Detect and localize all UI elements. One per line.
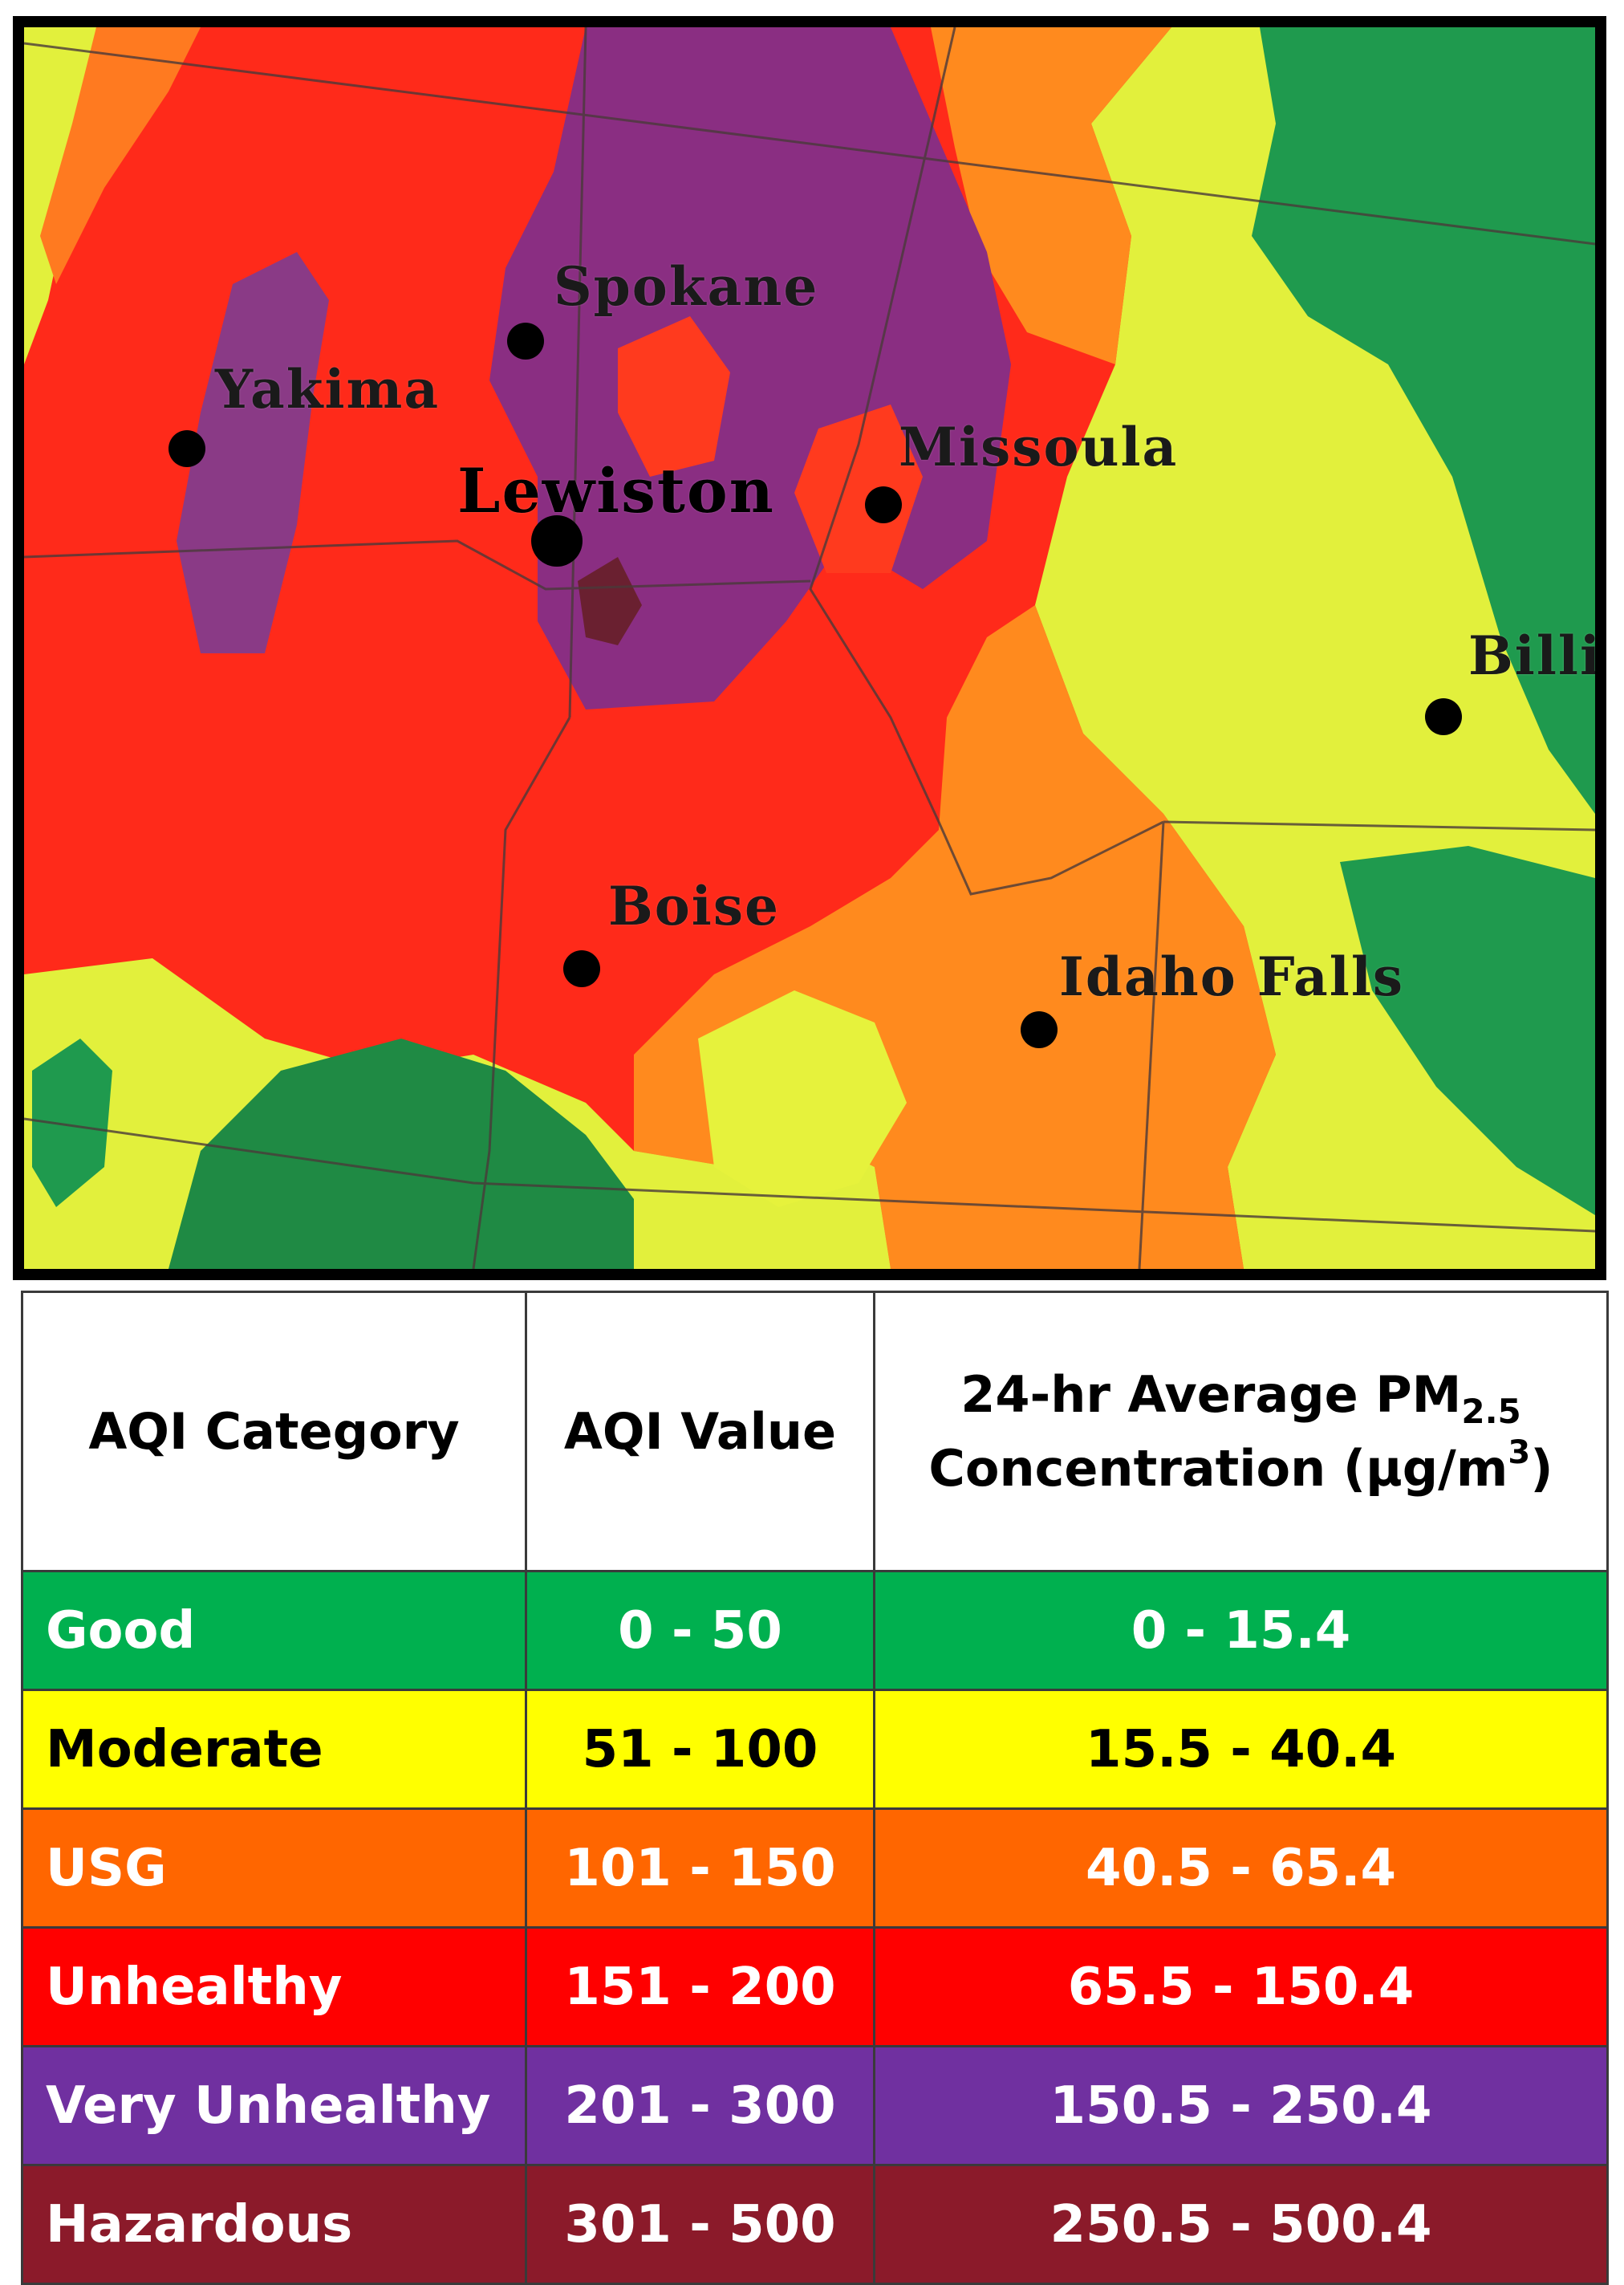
cell-pm25-range: 40.5 - 65.4 (873, 1807, 1609, 1929)
cell-pm25-range: 250.5 - 500.4 (873, 2164, 1609, 2285)
aqi-legend-table: AQI Category AQI Value 24-hr Average PM2… (21, 1291, 1609, 2285)
cell-aqi-value: 301 - 500 (525, 2164, 875, 2285)
cell-pm25-range: 150.5 - 250.4 (873, 2045, 1609, 2166)
header-aqi-value: AQI Value (525, 1291, 875, 1572)
cell-pm25-range: 0 - 15.4 (873, 1570, 1609, 1691)
city-dot-idaho-falls (1021, 1011, 1058, 1048)
city-label-lewiston: Lewiston (457, 455, 775, 527)
zone-good-northeast (1252, 27, 1595, 814)
table-row: Hazardous 301 - 500 250.5 - 500.4 (21, 2164, 1609, 2285)
state-borders (24, 27, 1595, 1269)
zone-good-west-pocket (32, 1039, 112, 1207)
city-label-idaho-falls: Idaho Falls (1059, 945, 1405, 1008)
header-pm-line2: Concentration (µg/m (928, 1439, 1508, 1498)
header-pm-subscript: 2.5 (1461, 1391, 1521, 1431)
cell-aqi-value: 151 - 200 (525, 1926, 875, 2047)
header-aqi-category: AQI Category (21, 1291, 527, 1572)
city-dot-yakima (168, 430, 205, 467)
zone-good-southwest (168, 1039, 634, 1269)
table-row: Very Unhealthy 201 - 300 150.5 - 250.4 (21, 2045, 1609, 2166)
city-label-spokane: Spokane (554, 255, 819, 318)
cell-aqi-value: 201 - 300 (525, 2045, 875, 2166)
header-pm-superscript: 3 (1508, 1434, 1531, 1471)
city-dot-missoula (865, 486, 902, 523)
table-row: Unhealthy 151 - 200 65.5 - 150.4 (21, 1926, 1609, 2047)
map-canvas (24, 27, 1595, 1269)
zone-unhealthy-inset (618, 316, 730, 477)
aqi-map: Spokane Yakima Lewiston Missoula Billi B… (13, 16, 1606, 1280)
table-body: Good 0 - 50 0 - 15.4 Moderate 51 - 100 15.5 -… (21, 1570, 1609, 2285)
cell-aqi-category: Hazardous (21, 2164, 527, 2285)
table-row: USG 101 - 150 40.5 - 65.4 (21, 1807, 1609, 1929)
zone-moderate-south-pocket (698, 990, 907, 1207)
city-dot-boise (563, 950, 600, 987)
zone-usg-north (931, 27, 1171, 364)
cell-aqi-category: Moderate (21, 1689, 527, 1810)
cell-aqi-value: 101 - 150 (525, 1807, 875, 1929)
header-pm25-concentration: 24-hr Average PM2.5 Concentration (µg/m3… (873, 1291, 1609, 1572)
city-dot-billings (1425, 698, 1462, 735)
cell-aqi-category: Very Unhealthy (21, 2045, 527, 2166)
city-label-billings: Billi (1468, 624, 1602, 687)
city-dot-spokane (507, 323, 544, 360)
cell-aqi-category: Unhealthy (21, 1926, 527, 2047)
table-row: Good 0 - 50 0 - 15.4 (21, 1570, 1609, 1691)
cell-aqi-category: Good (21, 1570, 527, 1691)
zone-usg-northwest (40, 27, 201, 284)
cell-aqi-value: 0 - 50 (525, 1570, 875, 1691)
cell-aqi-value: 51 - 100 (525, 1689, 875, 1810)
header-pm-close: ) (1530, 1439, 1553, 1498)
cell-pm25-range: 65.5 - 150.4 (873, 1926, 1609, 2047)
cell-aqi-category: USG (21, 1807, 527, 1929)
cell-pm25-range: 15.5 - 40.4 (873, 1689, 1609, 1810)
zone-hazardous (578, 557, 642, 645)
header-pm-line1: 24-hr Average PM (960, 1364, 1462, 1424)
city-label-boise: Boise (608, 875, 781, 937)
table-row: Moderate 51 - 100 15.5 - 40.4 (21, 1689, 1609, 1810)
zone-good-east (1340, 846, 1595, 1215)
zone-very-unhealthy-west (177, 252, 329, 653)
zone-unhealthy-missoula (794, 405, 923, 573)
city-label-missoula: Missoula (899, 416, 1179, 478)
city-label-yakima: Yakima (215, 358, 441, 421)
city-dot-lewiston (531, 515, 583, 567)
table-header-row: AQI Category AQI Value 24-hr Average PM2… (21, 1291, 1609, 1572)
